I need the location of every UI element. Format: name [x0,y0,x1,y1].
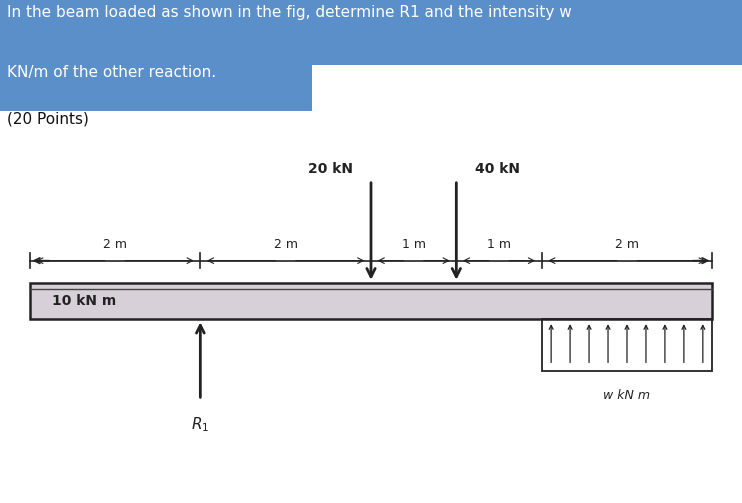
Bar [30,283,712,319]
Text: 2 m: 2 m [615,238,639,252]
Text: (20 Points): (20 Points) [7,111,89,126]
Text: w kN m: w kN m [603,389,651,402]
Text: 20 kN: 20 kN [308,162,352,176]
Text: In the beam loaded as shown in the fig, determine R1 and the intensity w: In the beam loaded as shown in the fig, … [7,6,572,21]
Text: $R_1$: $R_1$ [191,415,209,434]
Text: 1 m: 1 m [487,238,511,252]
Text: KN/m of the other reaction.: KN/m of the other reaction. [7,65,217,80]
Text: 2 m: 2 m [274,238,298,252]
Bar [542,319,712,371]
Text: 40 kN: 40 kN [475,162,519,176]
FancyBboxPatch shape [0,0,742,65]
Text: 1 m: 1 m [401,238,426,252]
FancyBboxPatch shape [0,65,312,111]
Text: 10 kN m: 10 kN m [52,294,116,308]
Text: 2 m: 2 m [103,238,127,252]
